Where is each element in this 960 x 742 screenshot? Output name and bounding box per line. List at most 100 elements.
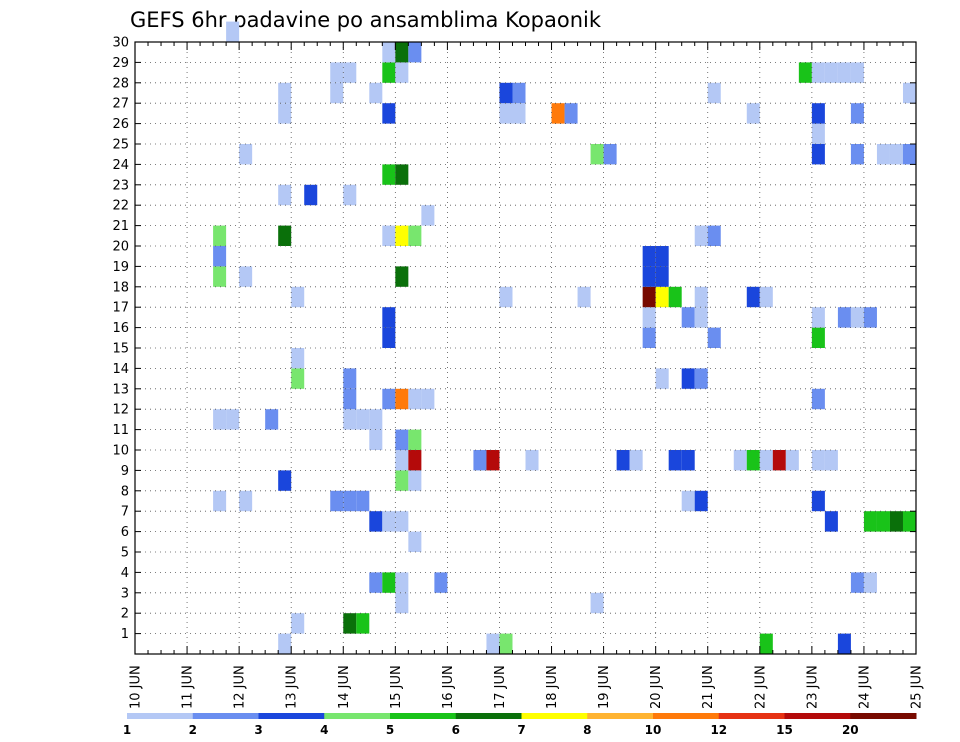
colorbar-label: 5 (386, 723, 394, 737)
heatmap-cell (213, 409, 227, 430)
colorbar-swatch (587, 713, 654, 719)
x-tick-label: 12 JUN (233, 665, 248, 709)
colorbar-label: 8 (583, 723, 591, 737)
heatmap-cell (343, 368, 357, 389)
heatmap-cell (850, 103, 864, 124)
heatmap-cell (278, 470, 292, 491)
heatmap-cell (395, 592, 409, 614)
heatmap-cell (291, 368, 305, 389)
heatmap-cell (902, 144, 916, 165)
heatmap-cell (343, 184, 357, 206)
heatmap-cell (694, 225, 708, 246)
heatmap-cell (707, 327, 721, 348)
y-tick-label: 18 (112, 280, 129, 295)
heatmap-cell (408, 429, 422, 450)
heatmap-cell (577, 286, 591, 308)
heatmap-cell (837, 307, 851, 328)
heatmap-cell (746, 286, 760, 308)
y-tick-label: 28 (112, 76, 129, 91)
heatmap-cell (226, 409, 240, 430)
heatmap-cells (213, 21, 916, 654)
heatmap-cell (811, 144, 825, 165)
x-tick-label: 14 JUN (337, 665, 352, 709)
x-tick-label: 18 JUN (545, 665, 560, 709)
y-tick-label: 23 (112, 178, 129, 193)
y-tick-label: 8 (121, 484, 129, 499)
heatmap-cell (902, 82, 916, 104)
colorbar-swatch (455, 713, 522, 719)
colorbar-swatch (127, 713, 194, 719)
heatmap-cell (512, 103, 526, 124)
heatmap-cell (733, 450, 747, 471)
heatmap-cell (811, 388, 825, 410)
heatmap-cell (395, 572, 409, 593)
heatmap-cell (850, 572, 864, 593)
heatmap-cell (785, 450, 799, 471)
heatmap-cell (408, 531, 422, 552)
x-tick-label: 11 JUN (181, 665, 196, 709)
heatmap-cell (239, 490, 253, 512)
colorbar-label: 15 (776, 723, 793, 737)
colorbar-swatch (258, 713, 325, 719)
y-tick-label: 20 (112, 240, 129, 255)
y-tick-label: 29 (112, 56, 129, 71)
heatmap-cell (655, 246, 669, 267)
y-tick-label: 14 (112, 362, 129, 377)
heatmap-cell (395, 429, 409, 450)
heatmap-cell (603, 144, 617, 165)
heatmap-cell (395, 388, 409, 410)
colorbar-swatch (850, 713, 917, 719)
heatmap-cell (850, 307, 864, 328)
heatmap-cell (408, 388, 422, 410)
heatmap-cell (681, 307, 695, 328)
heatmap-cell (616, 450, 630, 471)
heatmap-cell (343, 613, 357, 634)
heatmap-cell (889, 511, 903, 532)
heatmap-cell (395, 164, 409, 185)
heatmap-cell (889, 144, 903, 165)
heatmap-cell (395, 62, 409, 83)
colorbar-label: 20 (842, 723, 859, 737)
heatmap-cell (369, 511, 383, 532)
heatmap-cell (655, 266, 669, 287)
heatmap-cell (486, 450, 500, 471)
heatmap-cell (434, 572, 448, 593)
y-axis-ticks: 1234567891011121314151617181920212223242… (112, 36, 916, 642)
heatmap-cell (642, 286, 656, 308)
heatmap-cell (343, 62, 357, 83)
heatmap-cell (876, 511, 890, 532)
heatmap-cell (213, 266, 227, 287)
x-tick-label: 15 JUN (389, 665, 404, 709)
heatmap-cell (655, 368, 669, 389)
heatmap-cell (408, 42, 422, 63)
y-tick-label: 17 (112, 301, 129, 316)
colorbar-label: 10 (645, 723, 662, 737)
heatmap-cell (811, 327, 825, 348)
heatmap-cell (213, 225, 227, 246)
heatmap-cell (863, 572, 877, 593)
colorbar-label: 2 (189, 723, 197, 737)
heatmap-cell (395, 470, 409, 491)
grid-lines (135, 41, 916, 654)
heatmap-cell (811, 450, 825, 471)
y-tick-label: 9 (121, 464, 129, 479)
heatmap-cell (343, 409, 357, 430)
y-tick-label: 7 (121, 505, 129, 520)
heatmap-cell (291, 613, 305, 634)
colorbar-label: 4 (320, 723, 328, 737)
heatmap-cell (226, 21, 240, 42)
heatmap-cell (382, 511, 396, 532)
y-tick-label: 26 (112, 117, 129, 132)
heatmap-cell (850, 144, 864, 165)
heatmap-cell (278, 633, 292, 654)
heatmap-cell (395, 450, 409, 471)
y-tick-label: 13 (112, 382, 129, 397)
heatmap-cell (382, 103, 396, 124)
heatmap-cell (408, 225, 422, 246)
colorbar: 1 2 3 4 5 6 7 8 10 12 15 20 (123, 713, 917, 737)
heatmap-cell (304, 184, 318, 206)
x-tick-label: 16 JUN (441, 665, 456, 709)
heatmap-cell (382, 225, 396, 246)
x-tick-label: 25 JUN (910, 665, 925, 709)
